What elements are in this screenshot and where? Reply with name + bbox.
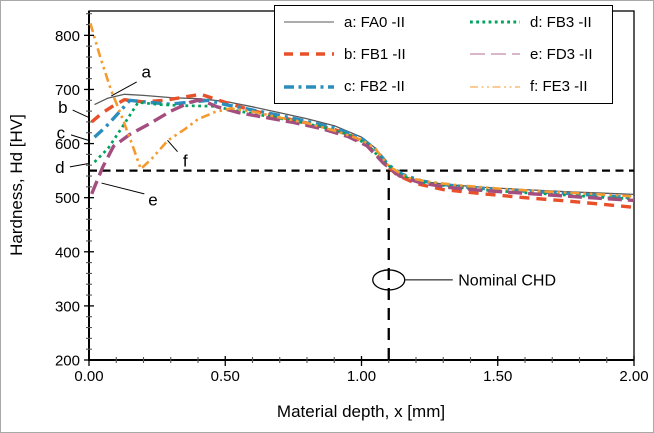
x-tick-label: 1.00 bbox=[347, 368, 376, 385]
legend-swatch-a-line-icon bbox=[284, 21, 334, 23]
curve-label-pointer-b bbox=[72, 109, 90, 119]
curve-label-pointer-c bbox=[70, 134, 91, 142]
legend-item-e: e: FD3 -II bbox=[469, 45, 612, 63]
y-tick-label: 600 bbox=[55, 136, 80, 153]
x-tick-label: 0.00 bbox=[74, 368, 103, 385]
y-tick-label: 800 bbox=[55, 28, 80, 45]
x-tick-label: 2.00 bbox=[619, 368, 648, 385]
legend-item-a: a: FA0 -II bbox=[283, 13, 469, 31]
y-axis-title: Hardness, Hd [HV] bbox=[7, 114, 26, 256]
curve-label-a: a bbox=[141, 63, 151, 82]
legend-label-e: e: FD3 -II bbox=[530, 45, 593, 63]
legend-label-a: a: FA0 -II bbox=[344, 13, 405, 31]
series-c-line bbox=[93, 98, 635, 200]
legend-swatch-b-line-icon bbox=[284, 52, 334, 57]
y-tick-label: 700 bbox=[55, 82, 80, 99]
legend-swatch-f-line-icon bbox=[470, 86, 520, 88]
x-tick-label: 0.50 bbox=[211, 368, 240, 385]
legend-swatch-d-line-icon bbox=[470, 20, 520, 24]
y-axis: 200 300 400 500 600 700 800 bbox=[55, 13, 94, 370]
series-f-line bbox=[89, 23, 635, 198]
legend-item-b: b: FB1 -II bbox=[283, 45, 469, 63]
legend-label-f: f: FE3 -II bbox=[530, 78, 588, 96]
series-d-line bbox=[93, 101, 635, 201]
legend-item-d: d: FB3 -II bbox=[469, 13, 612, 31]
nominal-chd-label: Nominal CHD bbox=[458, 272, 556, 289]
legend-item-f: f: FE3 -II bbox=[469, 78, 612, 96]
legend-item-c: c: FB2 -II bbox=[283, 78, 469, 96]
x-axis-title: Material depth, x [mm] bbox=[276, 402, 446, 421]
nominal-chd-ellipse bbox=[372, 269, 406, 291]
curve-label-c: c bbox=[57, 124, 66, 143]
curve-label-pointer-d bbox=[69, 163, 88, 168]
legend-label-b: b: FB1 -II bbox=[344, 45, 406, 63]
y-tick-label: 300 bbox=[55, 298, 80, 315]
legend-swatch-e-line-icon bbox=[470, 53, 520, 56]
legend-label-d: d: FB3 -II bbox=[530, 13, 592, 31]
curve-label-pointer-a bbox=[111, 81, 137, 97]
y-tick-label: 400 bbox=[55, 244, 80, 261]
legend: a: FA0 -II b: FB1 -II c: FB2 -II d: FB3 -II… bbox=[274, 5, 613, 104]
legend-label-c: c: FB2 -II bbox=[344, 78, 405, 96]
y-tick-label: 200 bbox=[55, 353, 80, 370]
series-e-line bbox=[90, 97, 635, 203]
x-tick-label: 1.50 bbox=[483, 368, 512, 385]
curve-label-b: b bbox=[58, 98, 67, 117]
curve-label-f: f bbox=[183, 151, 188, 170]
curve-label-pointer-e bbox=[101, 182, 145, 195]
x-axis: 0.00 0.50 1.00 1.50 2.00 bbox=[74, 356, 649, 385]
y-tick-label: 500 bbox=[55, 190, 80, 207]
legend-swatch-c-line-icon bbox=[284, 85, 334, 89]
curve-label-e: e bbox=[148, 190, 157, 209]
curve-label-d: d bbox=[55, 158, 64, 177]
curve-label-pointer-f bbox=[167, 139, 178, 153]
